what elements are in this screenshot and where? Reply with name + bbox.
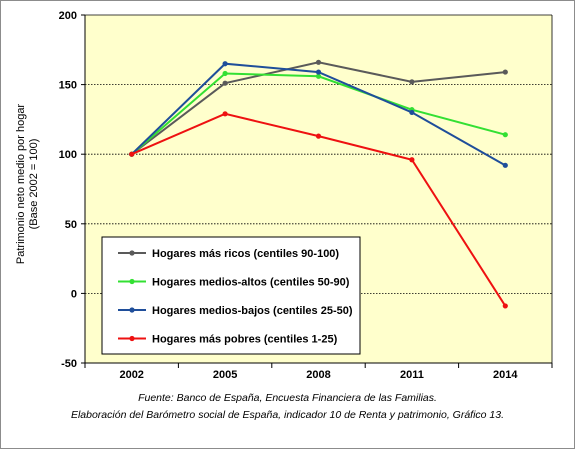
y-axis-label: Patrimonio neto medio por hogar (Base 20…	[15, 104, 40, 265]
data-point	[222, 80, 228, 86]
series-group	[129, 61, 508, 168]
data-point	[502, 162, 508, 168]
data-point	[315, 73, 322, 79]
data-point	[315, 69, 322, 75]
data-point	[409, 79, 415, 85]
y-axis-label-line-1: Patrimonio neto medio por hogar	[15, 104, 27, 265]
x-tick-labels: 2002 2005 2008 2011 2014	[119, 369, 518, 381]
data-point	[409, 157, 415, 163]
y-tick-label: -50	[61, 358, 77, 370]
data-point	[315, 133, 322, 139]
axes	[81, 14, 553, 368]
series-group	[129, 70, 508, 157]
legend-label: Hogares más pobres (centiles 1-25)	[152, 334, 338, 346]
legend-marker	[129, 278, 135, 285]
source-line-1: Fuente: Banco de España, Encuesta Financ…	[138, 392, 437, 404]
y-tick-label: 0	[71, 288, 77, 300]
data-point	[222, 61, 228, 67]
x-tick-label: 2008	[306, 369, 330, 381]
legend-label: Hogares más ricos (centiles 90-100)	[152, 248, 339, 260]
x-tick-label: 2005	[213, 369, 237, 381]
y-tick-label: 200	[59, 10, 77, 22]
data-point	[502, 69, 508, 75]
x-tick-label: 2002	[119, 369, 143, 381]
data-point	[502, 132, 508, 138]
data-point	[222, 70, 228, 77]
line-chart: -50 0 50 100 150 200 2002 2005 2008 2011 2014 Pat…	[15, 10, 553, 381]
legend: Hogares más ricos (centiles 90-100) Hogar…	[101, 236, 361, 355]
legend-marker	[129, 250, 135, 256]
y-tick-label: 50	[65, 219, 77, 231]
data-point	[222, 111, 228, 117]
data-point	[315, 59, 322, 65]
y-tick-label: 150	[59, 80, 77, 92]
series-lines	[129, 59, 508, 309]
source-note: Fuente: Banco de España, Encuesta Financ…	[0, 390, 575, 424]
series-group	[129, 111, 508, 309]
y-tick-label: 100	[59, 149, 77, 161]
x-tick-label: 2011	[400, 369, 424, 381]
legend-label: Hogares medios-altos (centiles 50-90)	[152, 277, 350, 289]
x-tick-label: 2014	[493, 369, 518, 381]
y-axis-label-line-2: (Base 2002 = 100)	[28, 139, 40, 230]
legend-marker	[129, 335, 135, 342]
y-tick-labels: -50 0 50 100 150 200	[59, 10, 77, 370]
data-point	[409, 109, 415, 116]
legend-box	[101, 236, 361, 355]
data-point	[129, 151, 135, 157]
source-line-2: Elaboración del Barómetro social de Espa…	[70, 409, 505, 421]
data-point	[502, 303, 508, 309]
legend-label: Hogares medios-bajos (centiles 25-50)	[152, 305, 353, 317]
legend-marker	[129, 307, 135, 313]
